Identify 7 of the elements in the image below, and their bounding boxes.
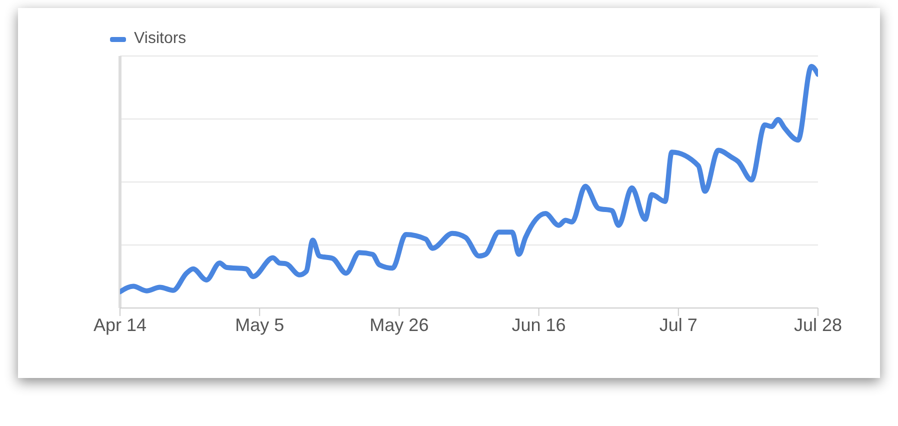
x-tick-label: May 5 <box>235 314 284 335</box>
legend-label: Visitors <box>133 30 186 48</box>
x-tick-label: Apr 14 <box>93 314 147 335</box>
x-tick-label: Jun 16 <box>512 314 566 335</box>
x-tick-label: Jul 28 <box>794 314 842 335</box>
x-tick-label: Jul 7 <box>659 314 698 335</box>
x-tick-label: May 26 <box>370 314 429 335</box>
